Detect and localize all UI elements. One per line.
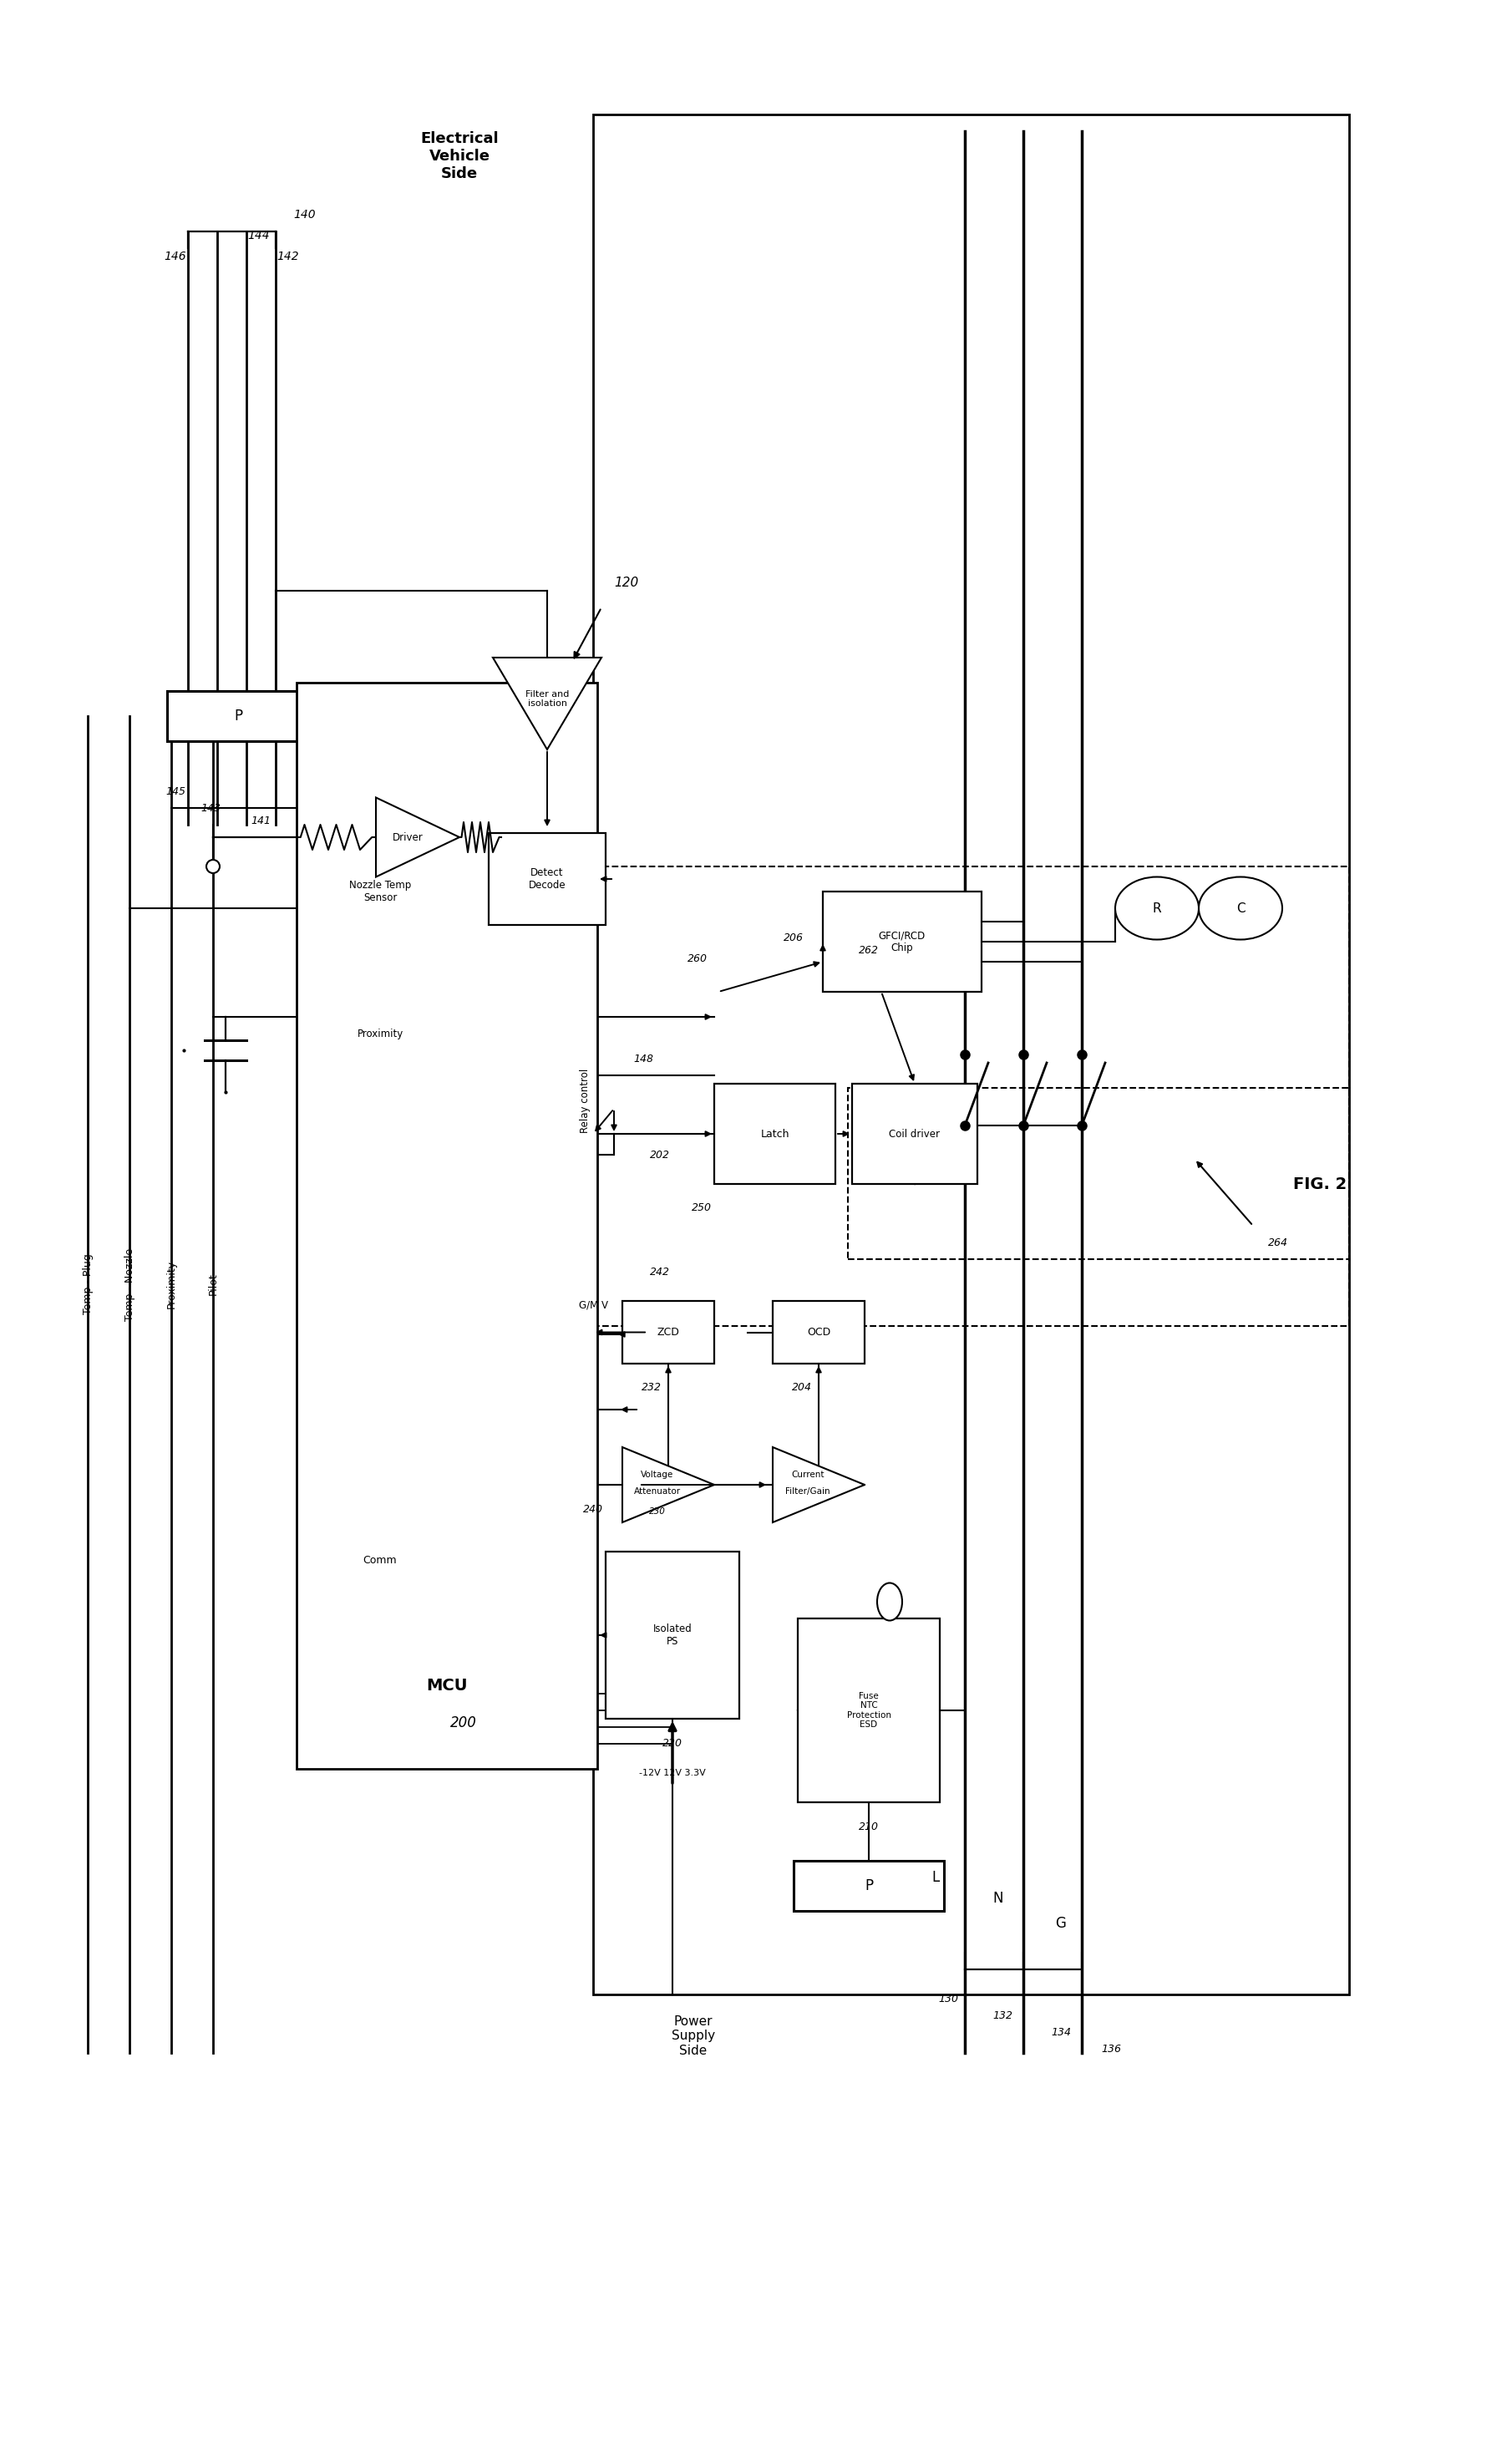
Text: Relay control: Relay control — [579, 1067, 590, 1134]
Text: 130: 130 — [937, 1993, 959, 2005]
Text: 144: 144 — [248, 231, 271, 240]
Text: 148: 148 — [634, 1053, 653, 1065]
Text: Nozzle Temp
Sensor: Nozzle Temp Sensor — [349, 881, 411, 903]
Text: 206: 206 — [783, 933, 803, 942]
Text: 136: 136 — [1101, 2044, 1120, 2054]
Text: 142: 142 — [277, 250, 299, 263]
Bar — [798, 1620, 940, 1801]
Text: Driver: Driver — [392, 832, 423, 842]
Text: 140: 140 — [293, 209, 316, 221]
Text: 204: 204 — [792, 1382, 812, 1391]
Bar — [714, 1085, 835, 1183]
Text: Detect
Decode: Detect Decode — [529, 866, 565, 891]
Text: Attenuator: Attenuator — [634, 1487, 680, 1494]
Text: 210: 210 — [859, 1821, 878, 1833]
Text: Pilot: Pilot — [207, 1274, 218, 1296]
Ellipse shape — [877, 1583, 903, 1620]
Bar — [488, 832, 606, 925]
Text: 132: 132 — [992, 2010, 1013, 2020]
Text: FIG. 2: FIG. 2 — [1293, 1175, 1347, 1193]
Polygon shape — [493, 658, 602, 748]
Text: 240: 240 — [584, 1504, 603, 1514]
Text: 262: 262 — [859, 945, 878, 955]
Text: R: R — [1152, 903, 1161, 915]
Text: MCU: MCU — [426, 1679, 467, 1693]
Text: 260: 260 — [688, 952, 708, 964]
Text: 143: 143 — [201, 802, 221, 812]
Text: 232: 232 — [641, 1382, 662, 1391]
Text: Current: Current — [791, 1470, 824, 1480]
Text: 141: 141 — [251, 815, 271, 827]
Ellipse shape — [1199, 876, 1282, 940]
Circle shape — [206, 859, 219, 874]
Text: 250: 250 — [691, 1202, 712, 1212]
Bar — [823, 891, 981, 991]
Bar — [794, 1860, 943, 1912]
Bar — [606, 1551, 739, 1718]
Text: OCD: OCD — [807, 1328, 830, 1337]
Text: GFCI/RCD
Chip: GFCI/RCD Chip — [878, 930, 925, 952]
Text: 264: 264 — [1269, 1237, 1288, 1249]
Text: Fuse
NTC
Protection
ESD: Fuse NTC Protection ESD — [847, 1691, 891, 1730]
Text: 200: 200 — [451, 1715, 476, 1730]
Text: Proximity: Proximity — [166, 1259, 177, 1308]
Text: 145: 145 — [165, 785, 186, 798]
Bar — [853, 1085, 977, 1183]
Text: Power
Supply
Side: Power Supply Side — [671, 2015, 715, 2056]
Bar — [166, 692, 308, 741]
Text: Electrical
Vehicle
Side: Electrical Vehicle Side — [420, 133, 499, 182]
Polygon shape — [376, 798, 460, 876]
Text: 220: 220 — [662, 1737, 682, 1750]
Text: ZCD: ZCD — [658, 1328, 679, 1337]
Text: Filter/Gain: Filter/Gain — [785, 1487, 830, 1494]
Text: Isolated
PS: Isolated PS — [653, 1625, 692, 1647]
Polygon shape — [773, 1448, 865, 1521]
Text: Filter and
isolation: Filter and isolation — [525, 690, 569, 707]
Bar — [773, 1301, 865, 1364]
Text: 120: 120 — [614, 577, 638, 589]
Text: G/M V: G/M V — [579, 1301, 608, 1310]
Text: Proximity: Proximity — [357, 1028, 404, 1038]
Text: G: G — [1055, 1917, 1066, 1931]
Text: L: L — [931, 1870, 939, 1885]
Text: C: C — [1237, 903, 1244, 915]
Text: Temp - Plug: Temp - Plug — [82, 1254, 94, 1315]
Text: 242: 242 — [650, 1266, 670, 1276]
Text: 134: 134 — [1051, 2027, 1070, 2037]
Text: Latch: Latch — [761, 1129, 789, 1139]
Text: P: P — [234, 709, 242, 724]
Ellipse shape — [1116, 876, 1199, 940]
Text: Comm: Comm — [363, 1553, 398, 1566]
Bar — [593, 115, 1349, 1995]
Text: P: P — [865, 1877, 872, 1894]
Polygon shape — [623, 1448, 714, 1521]
Bar — [296, 682, 597, 1769]
Text: -12V 12V 3.3V: -12V 12V 3.3V — [640, 1769, 706, 1777]
Text: Temp - Nozzle: Temp - Nozzle — [124, 1247, 135, 1320]
Text: 146: 146 — [165, 250, 186, 263]
Bar — [623, 1301, 714, 1364]
Bar — [593, 866, 1349, 1325]
Text: Coil driver: Coil driver — [889, 1129, 940, 1139]
Text: 230: 230 — [649, 1507, 665, 1517]
Bar — [848, 1087, 1349, 1259]
Text: 202: 202 — [650, 1148, 670, 1161]
Text: Voltage: Voltage — [641, 1470, 674, 1480]
Text: N: N — [993, 1892, 1004, 1907]
